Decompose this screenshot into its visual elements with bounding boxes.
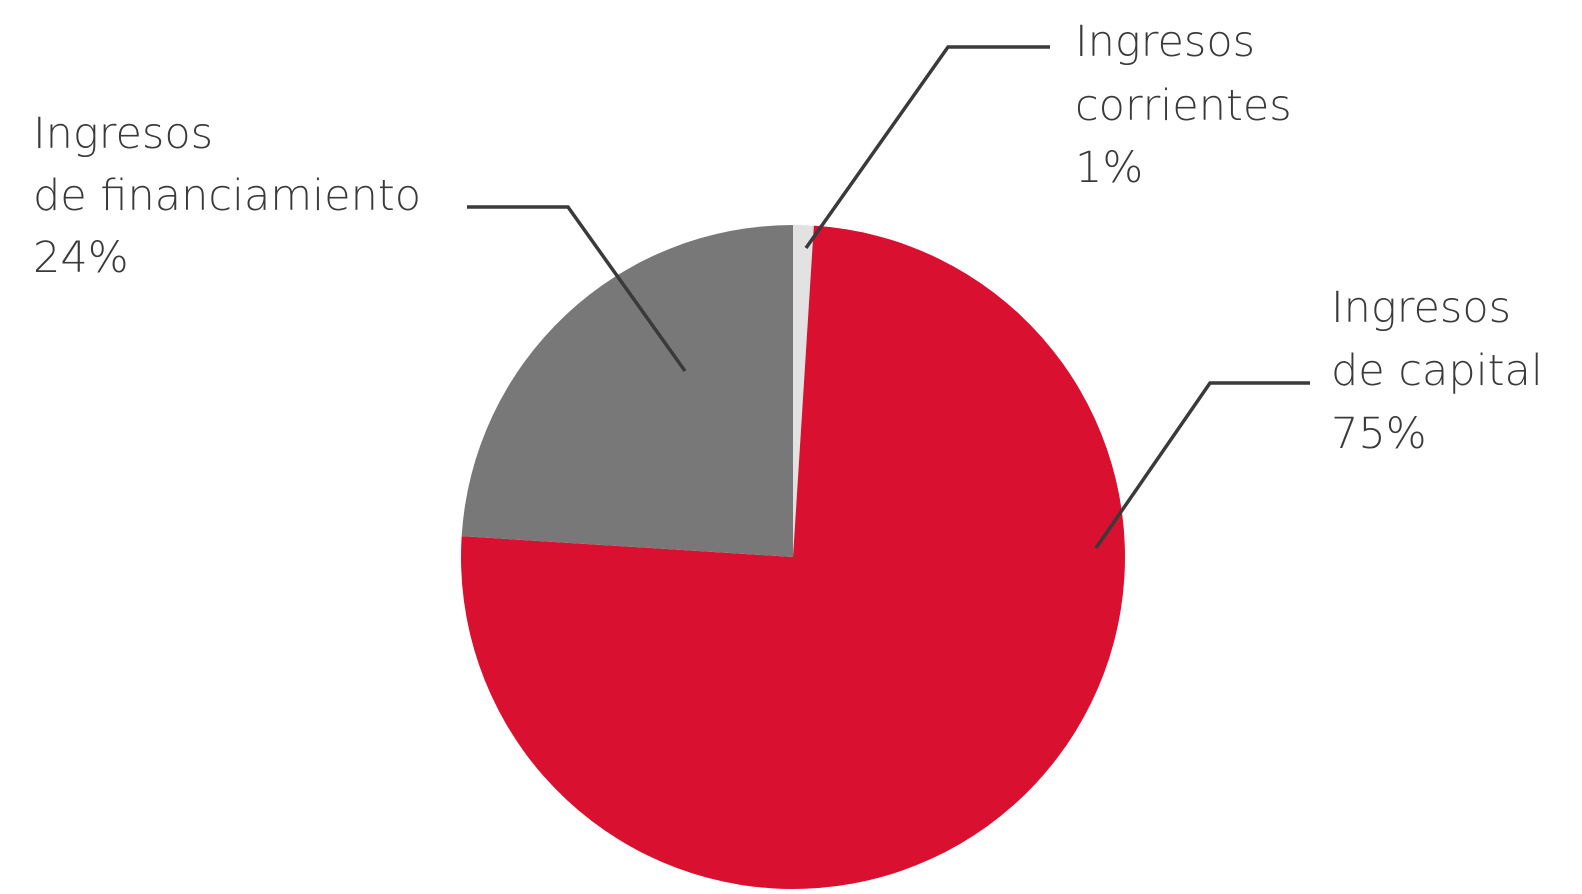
leader-line-ingresos-de-financiamiento [467,205,687,373]
slice-value-capital: 75% [1331,409,1427,459]
pie-slices [461,225,1126,889]
slice-label-capital-line-1: Ingresos [1331,283,1511,333]
slice-label-corrientes-line-1: Ingresos [1075,17,1255,67]
slice-label-capital-line-2: de capital [1331,346,1543,396]
slice-label-financiamiento-line-2: de financiamiento [33,171,421,221]
leader-line-ingresos-corrientes [804,45,1050,250]
pie-slice-ingresos-de-capital [461,225,1126,889]
pie-slice-ingresos-de-financiamiento [461,225,793,557]
pie-slice-ingresos-corrientes [793,225,814,557]
leader-line-ingresos-de-capital [1094,381,1310,549]
leader-lines [467,45,1310,549]
slice-label-corrientes-line-2: corrientes [1075,81,1292,131]
slice-value-financiamiento: 24% [33,233,129,283]
slice-label-financiamiento-line-1: Ingresos [33,109,213,159]
slice-value-corrientes: 1% [1075,143,1143,193]
